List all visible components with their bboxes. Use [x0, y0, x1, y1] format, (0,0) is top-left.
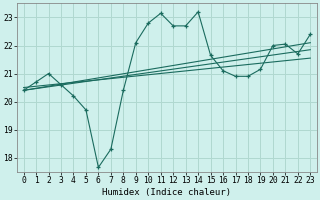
X-axis label: Humidex (Indice chaleur): Humidex (Indice chaleur): [102, 188, 231, 197]
